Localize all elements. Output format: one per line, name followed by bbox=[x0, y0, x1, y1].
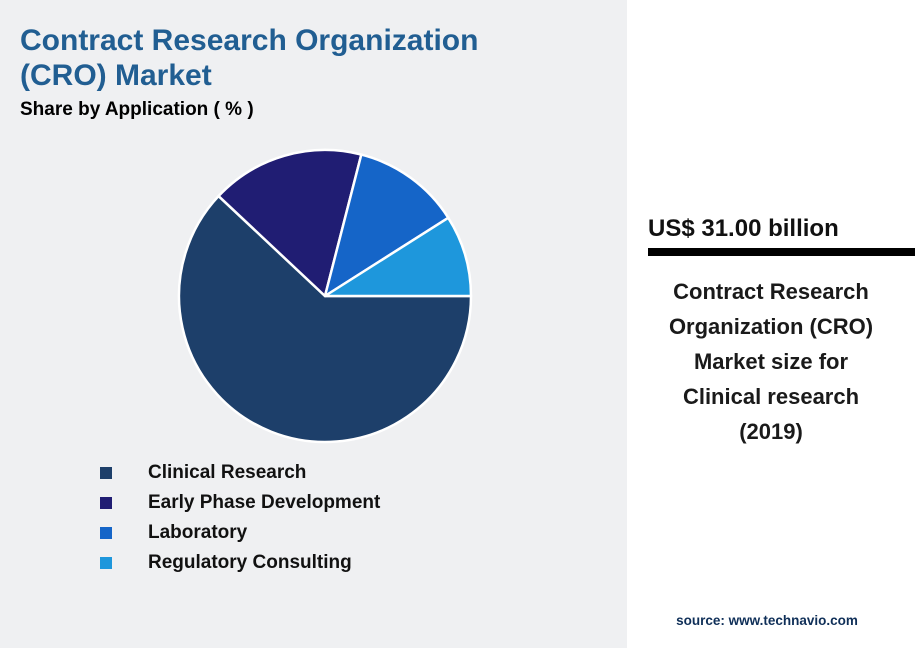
legend-swatch-icon bbox=[100, 526, 112, 539]
pie-slice bbox=[217, 148, 363, 298]
source-attribution: source: www.technavio.com bbox=[627, 613, 907, 628]
divider bbox=[648, 248, 915, 256]
pie-slice bbox=[323, 216, 473, 298]
legend-item: Regulatory Consulting bbox=[100, 552, 380, 573]
legend-item: Early Phase Development bbox=[100, 492, 380, 513]
legend-label: Regulatory Consulting bbox=[148, 551, 352, 573]
legend-swatch-icon bbox=[100, 556, 112, 569]
legend-label: Laboratory bbox=[148, 521, 248, 543]
legend-item: Clinical Research bbox=[100, 462, 380, 483]
legend-label: Early Phase Development bbox=[148, 491, 381, 513]
pie-chart bbox=[175, 146, 475, 446]
pie-slice bbox=[177, 194, 473, 444]
pie-slice bbox=[323, 153, 450, 298]
market-value: US$ 31.00 billion bbox=[648, 215, 839, 242]
chart-subtitle: Share by Application ( % ) bbox=[20, 99, 254, 120]
source-url: www.technavio.com bbox=[724, 613, 858, 628]
pie-chart-svg bbox=[177, 148, 473, 444]
chart-legend: Clinical Research Early Phase Developmen… bbox=[100, 462, 380, 573]
legend-swatch-icon bbox=[100, 466, 112, 479]
legend-item: Laboratory bbox=[100, 522, 380, 543]
legend-swatch-icon bbox=[100, 496, 112, 509]
legend-label: Clinical Research bbox=[148, 461, 307, 483]
page-title: Contract Research Organization (CRO) Mar… bbox=[20, 24, 479, 92]
market-description: Contract Research Organization (CRO) Mar… bbox=[668, 279, 874, 444]
callout-panel: US$ 31.00 billion Contract Research Orga… bbox=[627, 0, 915, 648]
source-label: source: bbox=[676, 613, 725, 628]
